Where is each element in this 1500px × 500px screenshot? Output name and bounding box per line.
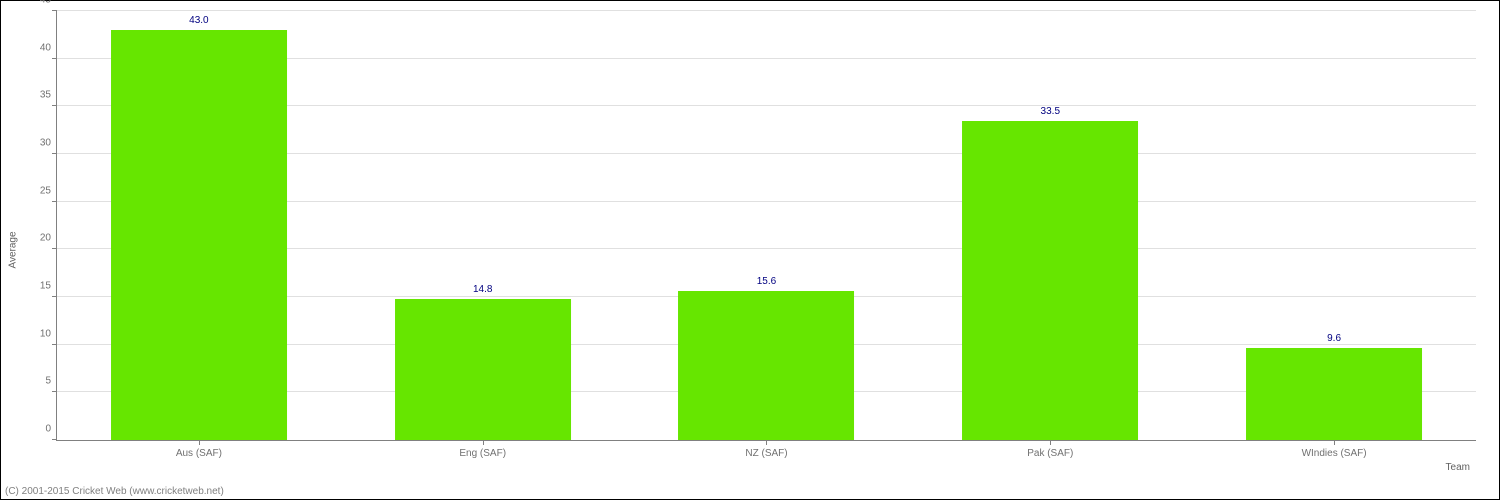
copyright-text: (C) 2001-2015 Cricket Web (www.cricketwe…	[5, 486, 224, 497]
y-tick-label: 10	[40, 328, 51, 339]
y-tick-label: 25	[40, 185, 51, 196]
y-axis-label: Average	[8, 231, 19, 268]
bar-value-label: 9.6	[1327, 333, 1341, 344]
bar: 43.0	[111, 30, 287, 440]
bar-slot: 43.0Aus (SAF)	[57, 11, 341, 440]
bar-slot: 33.5Pak (SAF)	[908, 11, 1192, 440]
bar: 15.6	[679, 291, 855, 440]
x-tick-label: WIndies (SAF)	[1302, 448, 1367, 459]
y-tick-label: 0	[45, 424, 51, 435]
bar-value-label: 33.5	[1041, 106, 1060, 117]
y-tick-label: 5	[45, 376, 51, 387]
bar-slot: 9.6WIndies (SAF)	[1192, 11, 1476, 440]
bar: 14.8	[395, 299, 571, 440]
bar-value-label: 43.0	[189, 15, 208, 26]
y-tick-label: 15	[40, 281, 51, 292]
y-tick-label: 45	[40, 0, 51, 6]
y-tick-label: 35	[40, 90, 51, 101]
chart-container: Average Team 05101520253035404543.0Aus (…	[0, 0, 1500, 500]
x-tick-mark	[766, 440, 767, 445]
x-tick-label: Eng (SAF)	[459, 448, 506, 459]
y-tick-label: 40	[40, 42, 51, 53]
x-tick-mark	[483, 440, 484, 445]
x-tick-mark	[199, 440, 200, 445]
x-tick-mark	[1334, 440, 1335, 445]
bar: 9.6	[1246, 348, 1422, 440]
bar-value-label: 15.6	[757, 276, 776, 287]
x-tick-label: NZ (SAF)	[745, 448, 787, 459]
bar-slot: 14.8Eng (SAF)	[341, 11, 625, 440]
bar-slot: 15.6NZ (SAF)	[625, 11, 909, 440]
x-axis-label: Team	[1446, 462, 1470, 473]
plot-area: Team 05101520253035404543.0Aus (SAF)14.8…	[56, 11, 1476, 441]
y-tick-label: 20	[40, 233, 51, 244]
bar-value-label: 14.8	[473, 284, 492, 295]
x-tick-mark	[1050, 440, 1051, 445]
bar: 33.5	[962, 121, 1138, 440]
x-tick-label: Aus (SAF)	[176, 448, 222, 459]
x-tick-label: Pak (SAF)	[1027, 448, 1073, 459]
y-tick-label: 30	[40, 138, 51, 149]
